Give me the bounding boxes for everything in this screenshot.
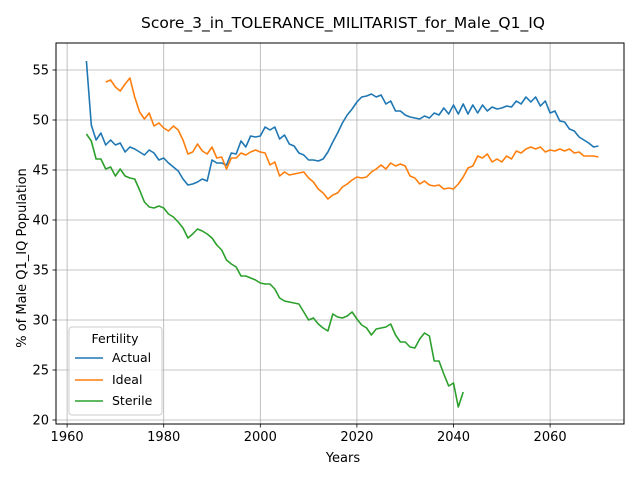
legend-title: Fertility: [92, 331, 140, 346]
legend-label-ideal: Ideal: [112, 372, 142, 387]
x-tick-label: 1960: [51, 430, 84, 445]
y-tick-label: 30: [32, 314, 49, 329]
x-tick-label: 1980: [147, 430, 180, 445]
y-tick-label: 35: [32, 264, 49, 279]
legend-box: [68, 326, 163, 416]
legend-label-actual: Actual: [112, 350, 151, 365]
axis-ticks: 1960 1980 2000 2020 2040 2060 20 25 30 35 40 45 50 55: [32, 64, 566, 446]
y-tick-label: 20: [32, 414, 49, 429]
y-tick-label: 25: [32, 364, 49, 379]
x-tick-label: 2040: [437, 430, 470, 445]
series-line-actual: [85, 60, 599, 186]
x-axis-label: Years: [325, 451, 361, 466]
y-tick-label: 55: [32, 64, 49, 79]
x-tick-label: 2020: [340, 430, 373, 445]
y-tick-label: 45: [32, 164, 49, 179]
x-tick-label: 2000: [244, 430, 277, 445]
y-axis-label: % of Male Q1_IQ Population: [15, 168, 30, 348]
x-tick-label: 2060: [534, 430, 567, 445]
y-tick-label: 50: [32, 114, 49, 129]
legend: Fertility Actual Ideal Sterile: [68, 326, 163, 416]
series-line-ideal: [105, 77, 599, 200]
series-lines: [85, 60, 599, 408]
chart-title: Score_3_in_TOLERANCE_MILITARIST_for_Male…: [141, 14, 545, 33]
legend-label-sterile: Sterile: [112, 393, 153, 408]
y-tick-label: 40: [32, 214, 49, 229]
series-line-sterile: [85, 133, 464, 408]
plot-frame: [55, 42, 625, 425]
